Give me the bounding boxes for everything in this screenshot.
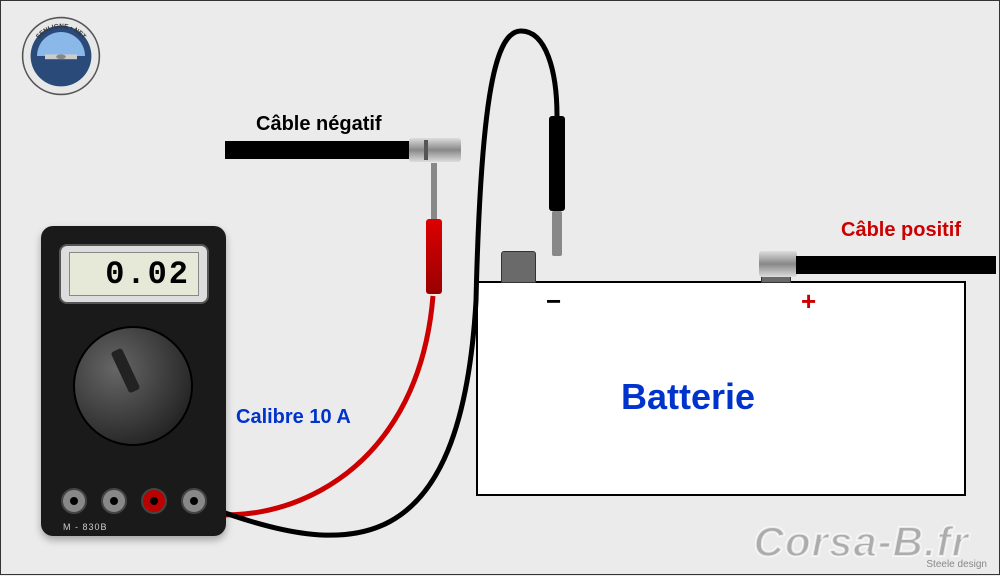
probe-red-handle xyxy=(426,219,442,294)
multimeter: 0.02 M - 830B xyxy=(41,226,226,536)
multimeter-screen-frame: 0.02 xyxy=(59,244,209,304)
negative-cable-connector xyxy=(409,138,461,162)
negative-cable-label: Câble négatif xyxy=(256,113,382,136)
calibre-label: Calibre 10 A xyxy=(236,406,351,429)
positive-cable xyxy=(796,256,996,274)
probe-black-handle xyxy=(549,116,565,211)
site-logo: SENLIGNE • NET xyxy=(21,16,101,96)
multimeter-reading: 0.02 xyxy=(69,252,199,296)
negative-cable xyxy=(225,141,425,159)
positive-cable-label: Câble positif xyxy=(841,219,961,242)
multimeter-jack-com[interactable] xyxy=(101,488,127,514)
positive-cable-connector xyxy=(759,251,797,277)
battery-label: Batterie xyxy=(621,376,755,418)
polarity-plus-icon: + xyxy=(801,286,816,317)
multimeter-model: M - 830B xyxy=(63,522,108,532)
credit-text: Steele design xyxy=(926,559,987,570)
polarity-minus-icon: − xyxy=(546,286,561,317)
multimeter-jack-10a[interactable] xyxy=(61,488,87,514)
probe-black-shaft xyxy=(552,211,562,256)
probe-red-shaft xyxy=(431,163,437,223)
multimeter-jack-aux[interactable] xyxy=(181,488,207,514)
multimeter-jack-vma[interactable] xyxy=(141,488,167,514)
multimeter-dial[interactable] xyxy=(73,326,193,446)
battery-terminal-negative xyxy=(501,251,536,283)
